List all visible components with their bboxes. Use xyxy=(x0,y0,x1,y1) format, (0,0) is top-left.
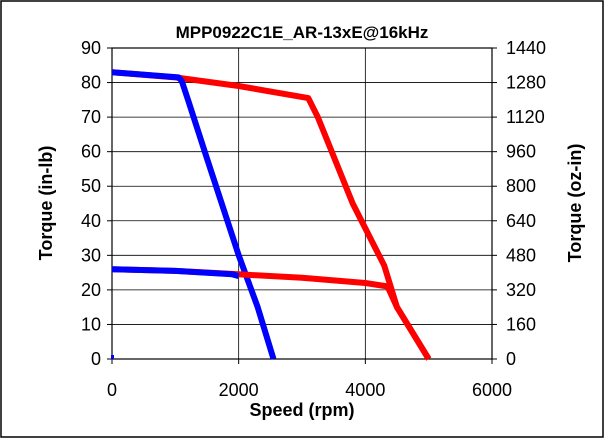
y-tick-label: 90 xyxy=(81,38,101,58)
y-tick-label: 40 xyxy=(81,211,101,231)
plot-area-border xyxy=(111,47,493,360)
y-tick-label: 60 xyxy=(81,142,101,162)
x-tick-label: 6000 xyxy=(472,380,512,400)
y-tick-label: 0 xyxy=(91,349,101,369)
y-right-tick-label: 480 xyxy=(506,245,536,265)
y-right-tick-label: 1280 xyxy=(506,73,546,93)
x-tick-label: 2000 xyxy=(219,380,259,400)
y-tick-label: 80 xyxy=(81,73,101,93)
y-tick-label: 10 xyxy=(81,314,101,334)
y-tick-label: 30 xyxy=(81,245,101,265)
series-line xyxy=(111,69,277,360)
y-right-axis-label: Torque (oz-in) xyxy=(565,144,585,263)
x-tick-label: 0 xyxy=(107,380,117,400)
tick-layer: 0 2000 4000 6000 0 10 20 30 40 50 60 70 80 90 0 160 320 4… xyxy=(81,38,546,400)
y-right-tick-label: 1440 xyxy=(506,38,546,58)
origin-marker xyxy=(111,355,114,359)
y-right-tick-label: 1120 xyxy=(506,107,545,127)
series-line xyxy=(111,266,240,279)
y-right-tick-label: 960 xyxy=(506,142,536,162)
grid-lines xyxy=(112,48,492,359)
y-tick-label: 50 xyxy=(81,176,101,196)
y-right-tick-label: 800 xyxy=(506,176,536,196)
y-right-tick-label: 160 xyxy=(506,314,536,334)
series-layer xyxy=(111,69,432,361)
y-tick-label: 70 xyxy=(81,107,101,127)
y-tick-label: 20 xyxy=(81,280,101,300)
y-axis-label: Torque (in-lb) xyxy=(36,146,56,261)
x-tick-label: 4000 xyxy=(345,380,385,400)
y-right-tick-label: 640 xyxy=(506,211,536,231)
y-right-tick-label: 0 xyxy=(506,349,516,369)
y-right-tick-label: 320 xyxy=(506,280,536,300)
x-axis-label: Speed (rpm) xyxy=(249,400,354,420)
chart-title: MPP0922C1E_AR-13xE@16kHz xyxy=(176,23,429,42)
